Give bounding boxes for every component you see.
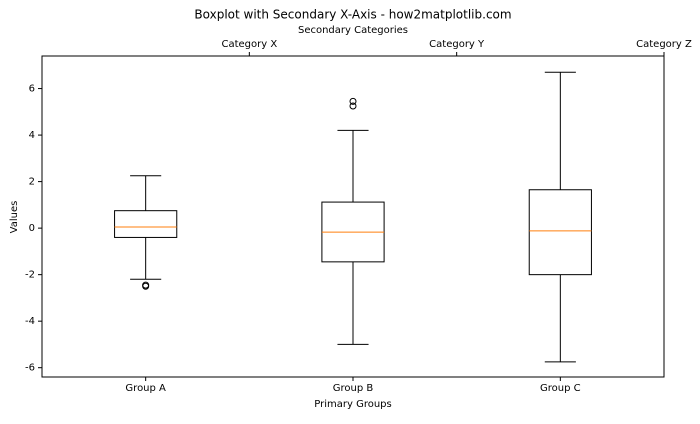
x-tick-label: Group B xyxy=(333,383,374,394)
y-axis-label: Values xyxy=(9,201,20,234)
flier xyxy=(349,97,357,105)
y-tick-label: -4 xyxy=(25,316,35,327)
flier xyxy=(142,282,150,290)
x2-axis-label: Secondary Categories xyxy=(298,25,408,36)
box xyxy=(528,189,592,276)
chart-title: Boxplot with Secondary X-Axis - how2matp… xyxy=(194,8,511,22)
x2-tick-label: Category Y xyxy=(429,39,485,50)
flier xyxy=(349,102,357,110)
y-tick-label: 6 xyxy=(29,84,35,95)
x2-tick-label: Category Z xyxy=(636,39,692,50)
x-tick-label: Group A xyxy=(125,383,166,394)
y-tick-label: -2 xyxy=(25,270,35,281)
x2-tick-label: Category X xyxy=(221,39,277,50)
y-tick-label: 4 xyxy=(29,130,35,141)
x-axis-label: Primary Groups xyxy=(314,399,391,410)
box xyxy=(114,210,178,238)
x-tick-label: Group C xyxy=(540,383,581,394)
y-tick-label: 0 xyxy=(29,223,35,234)
y-tick-label: -6 xyxy=(25,363,35,374)
y-tick-label: 2 xyxy=(29,177,35,188)
